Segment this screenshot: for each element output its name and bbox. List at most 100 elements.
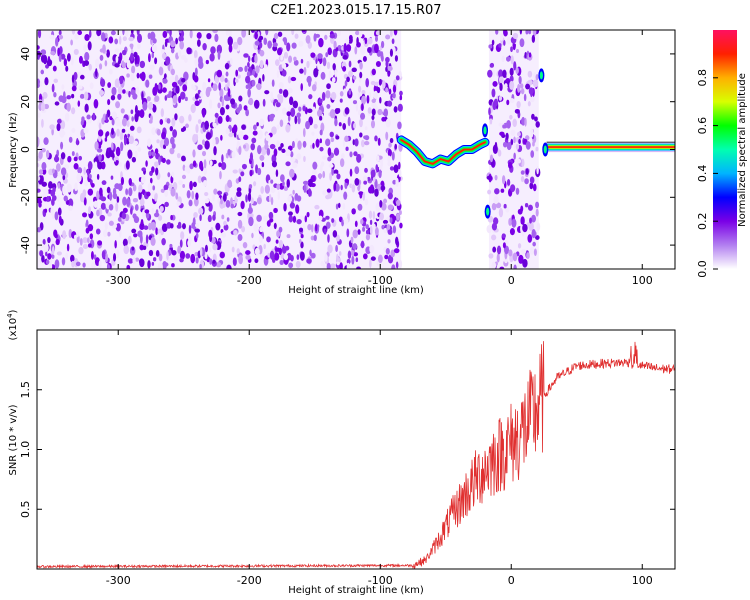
noise-blob [226,217,230,222]
noise-blob [487,189,492,195]
noise-blob [223,264,228,269]
noise-blob [181,174,187,180]
noise-blob [355,257,359,263]
noise-blob [358,85,362,93]
noise-blob [61,95,67,104]
noise-blob [313,234,317,242]
noise-blob [131,156,137,163]
x-tick-label: 100 [632,274,653,287]
noise-blob [161,131,167,140]
noise-blob [506,119,511,129]
noise-blob [242,241,248,249]
noise-blob [227,179,233,188]
noise-blob [104,60,108,67]
noise-blob [328,163,334,168]
noise-blob [370,80,376,86]
noise-blob [114,78,120,88]
noise-blob [114,183,120,190]
noise-blob [86,237,90,244]
noise-blob [171,171,175,178]
noise-blob [396,213,400,221]
noise-blob [94,58,100,68]
noise-blob [293,59,299,66]
noise-blob [262,73,265,82]
noise-blob [318,215,323,221]
carrier-band [546,146,675,149]
noise-blob [255,65,260,74]
noise-blob [154,84,160,91]
noise-blob [306,258,312,264]
noise-blob [42,91,48,99]
noise-blob [349,151,353,158]
noise-blob [234,78,239,83]
noise-blob [356,266,362,269]
noise-blob [77,167,83,174]
noise-blob [264,184,270,194]
noise-blob [231,151,236,159]
noise-blob [134,204,139,211]
noise-blob [116,249,120,259]
noise-blob [115,55,119,63]
noise-blob [299,68,304,74]
noise-blob [489,118,493,125]
noise-blob [242,134,249,140]
noise-blob [492,246,497,253]
noise-blob [99,187,103,197]
noise-blob [154,161,159,168]
noise-blob [179,115,185,124]
noise-blob [66,243,70,252]
noise-blob [62,174,66,181]
noise-blob [395,236,399,246]
noise-blob [235,69,239,77]
noise-blob [364,141,370,146]
noise-blob [248,184,253,189]
noise-blob [359,118,363,128]
noise-blob [98,122,102,130]
noise-blob [137,147,142,152]
noise-blob [95,228,101,235]
noise-blob [520,176,525,183]
noise-blob [169,147,175,155]
noise-blob [148,249,154,257]
noise-blob [101,250,106,260]
noise-blob [289,96,294,106]
noise-blob [108,36,114,44]
noise-blob [143,225,149,230]
noise-blob [254,31,258,40]
noise-blob [371,98,376,103]
noise-blob [349,168,353,177]
noise-blob [44,208,48,213]
noise-blob [159,205,164,213]
noise-blob [237,234,243,241]
noise-blob [60,141,64,150]
noise-blob [238,95,243,102]
noise-blob [147,138,152,148]
noise-blob [524,117,527,127]
noise-blob [302,140,307,148]
noise-blob [149,31,156,41]
noise-blob [253,223,259,232]
noise-blob [359,45,366,56]
noise-blob [278,146,282,151]
noise-blob [51,198,55,206]
noise-blob [388,142,392,148]
noise-blob [182,164,186,171]
noise-blob [43,137,49,145]
noise-blob [178,95,182,104]
noise-blob [361,89,366,95]
noise-blob [158,66,164,76]
noise-blob [276,47,283,56]
noise-blob [388,88,392,95]
noise-blob [177,49,182,58]
noise-blob [237,219,243,229]
noise-blob [152,185,156,191]
noise-blob [203,159,207,169]
noise-blob [283,202,287,212]
noise-blob [240,171,245,177]
noise-blob [352,100,358,105]
noise-blob [46,195,50,203]
noise-blob [509,98,515,104]
noise-blob [531,113,535,120]
noise-blob [51,128,54,136]
noise-blob [536,222,541,231]
